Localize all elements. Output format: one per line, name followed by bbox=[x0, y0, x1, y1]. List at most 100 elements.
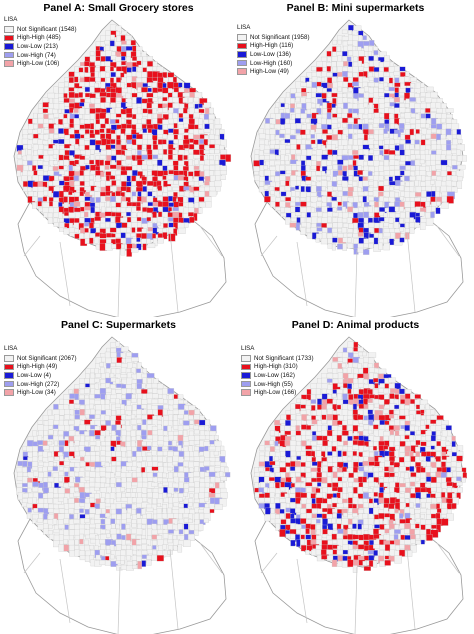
legend-title: LISA bbox=[237, 24, 251, 31]
tract-cell bbox=[73, 519, 80, 524]
tract-cell bbox=[362, 81, 368, 88]
tract-cell bbox=[279, 97, 285, 103]
tract-cell bbox=[284, 103, 289, 109]
tract-cell bbox=[110, 363, 116, 368]
tract-cell bbox=[135, 201, 141, 208]
tract-cell bbox=[187, 518, 193, 523]
tract-cell bbox=[147, 134, 153, 140]
tract-cell bbox=[73, 165, 82, 171]
tract-cell bbox=[414, 394, 421, 399]
tract-cell bbox=[331, 107, 337, 114]
tract-cell bbox=[263, 165, 269, 170]
tract-cell bbox=[193, 529, 199, 536]
tract-cell bbox=[58, 138, 65, 145]
tract-cell bbox=[85, 164, 90, 170]
subdivision-line bbox=[406, 548, 416, 630]
tract-cell bbox=[425, 201, 431, 207]
tract-cell bbox=[73, 108, 79, 113]
tract-cell bbox=[37, 440, 44, 446]
tract-cell bbox=[73, 492, 81, 497]
tract-cell bbox=[188, 415, 194, 420]
tract-cell bbox=[451, 466, 456, 472]
tract-cell bbox=[301, 503, 307, 509]
census-tracts bbox=[253, 341, 468, 573]
tract-cell bbox=[126, 67, 132, 73]
tract-cell bbox=[173, 420, 179, 426]
legend-swatch bbox=[4, 51, 14, 59]
tract-cell bbox=[90, 408, 96, 415]
tract-cell bbox=[172, 112, 178, 120]
tract-cell bbox=[305, 461, 311, 468]
tract-cell bbox=[182, 143, 190, 149]
tract-cell bbox=[347, 72, 353, 78]
tract-cell bbox=[310, 207, 316, 213]
tract-cell bbox=[95, 414, 101, 419]
tract-cell bbox=[426, 86, 434, 92]
tract-cell bbox=[352, 523, 357, 529]
tract-cell bbox=[436, 524, 441, 533]
tract-cell bbox=[162, 232, 168, 240]
tract-cell bbox=[357, 119, 363, 125]
tract-cell bbox=[43, 523, 49, 530]
tract-cell bbox=[274, 482, 280, 489]
tract-cell bbox=[368, 461, 375, 466]
tract-cell bbox=[194, 481, 200, 488]
tract-cell bbox=[187, 534, 195, 541]
tract-cell bbox=[126, 430, 132, 437]
tract-cell bbox=[189, 216, 195, 223]
tract-cell bbox=[431, 170, 437, 177]
tract-cell bbox=[21, 149, 27, 157]
tract-cell bbox=[440, 472, 447, 479]
panel-c-legend: LISA Not Significant (2067) High-High (4… bbox=[4, 345, 77, 397]
tract-cell bbox=[269, 440, 274, 445]
tract-cell bbox=[172, 440, 177, 447]
tract-cell bbox=[213, 451, 219, 456]
tract-cell bbox=[259, 181, 265, 187]
tract-cell bbox=[100, 217, 106, 224]
tract-cell bbox=[347, 92, 353, 98]
tract-cell bbox=[79, 180, 85, 186]
tract-cell bbox=[347, 237, 352, 243]
tract-cell bbox=[161, 513, 168, 519]
tract-cell bbox=[58, 180, 65, 186]
tract-cell bbox=[378, 88, 384, 93]
tract-cell bbox=[32, 481, 39, 487]
tract-cell bbox=[146, 212, 152, 218]
tract-cell bbox=[321, 513, 327, 519]
subdivision-line bbox=[354, 249, 358, 317]
tract-cell bbox=[368, 222, 375, 229]
tract-cell bbox=[74, 409, 80, 415]
tract-cell bbox=[219, 498, 227, 507]
tract-cell bbox=[357, 133, 365, 139]
tract-cell bbox=[74, 133, 81, 140]
tract-cell bbox=[168, 118, 174, 124]
tract-cell bbox=[399, 388, 405, 395]
tract-cell bbox=[393, 133, 399, 141]
tract-cell bbox=[436, 435, 442, 440]
tract-cell bbox=[414, 144, 420, 150]
tract-cell bbox=[310, 440, 317, 447]
tract-cell bbox=[74, 233, 80, 239]
tract-cell bbox=[378, 133, 384, 141]
tract-cell bbox=[115, 113, 123, 118]
tract-cell bbox=[53, 403, 59, 410]
tract-cell bbox=[146, 507, 154, 512]
tract-cell bbox=[353, 139, 359, 146]
tract-cell bbox=[94, 394, 101, 399]
tract-cell bbox=[106, 201, 111, 208]
tract-cell bbox=[326, 196, 331, 203]
tract-cell bbox=[393, 425, 400, 431]
tract-cell bbox=[58, 159, 64, 167]
tract-cell bbox=[63, 544, 69, 552]
tract-cell bbox=[362, 460, 369, 466]
tract-cell bbox=[63, 159, 69, 167]
legend-swatch bbox=[4, 355, 14, 362]
tract-cell bbox=[379, 77, 385, 82]
tract-cell bbox=[321, 466, 329, 472]
tract-cell bbox=[279, 455, 286, 462]
tract-cell bbox=[32, 196, 38, 202]
tract-cell bbox=[68, 420, 75, 425]
tract-cell bbox=[115, 41, 122, 47]
tract-cell bbox=[131, 523, 137, 528]
tract-cell bbox=[109, 66, 114, 72]
